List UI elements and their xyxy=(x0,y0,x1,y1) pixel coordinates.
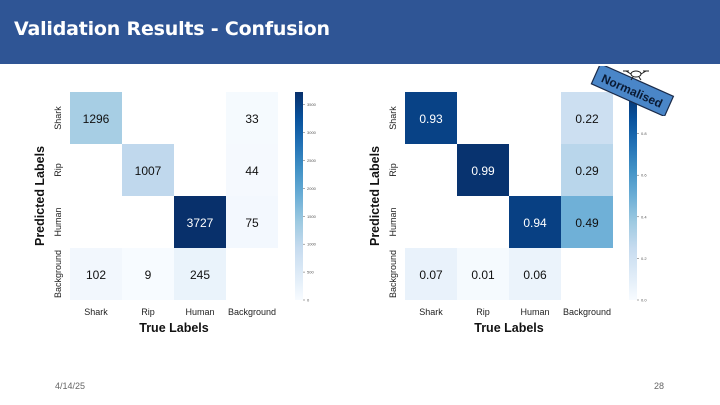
colorbar xyxy=(629,92,637,300)
heatmap-cell xyxy=(70,144,122,196)
colorbar-tick-label: 0 xyxy=(307,298,310,303)
x-tick-label: Rip xyxy=(141,307,155,317)
cell-value-label: 1007 xyxy=(135,164,162,178)
heatmap-cell xyxy=(405,248,457,300)
heatmap-cell xyxy=(70,92,122,144)
colorbar-tick-label: 0.0 xyxy=(641,298,647,303)
heatmap-cell xyxy=(122,92,174,144)
y-tick-label: Shark xyxy=(388,106,398,130)
heatmap-cell xyxy=(174,196,226,248)
slide-title: Validation Results - Confusion xyxy=(14,18,330,40)
colorbar xyxy=(295,92,303,300)
heatmap-cell xyxy=(122,196,174,248)
cell-value-label: 0.49 xyxy=(575,216,599,230)
heatmap-cell xyxy=(509,196,561,248)
y-tick-label: Human xyxy=(53,207,63,236)
heatmap-cell xyxy=(226,144,278,196)
colorbar-tick-label: 2000 xyxy=(307,186,317,191)
cell-value-label: 3727 xyxy=(187,216,214,230)
heatmap-cell xyxy=(174,144,226,196)
heatmap-cell xyxy=(457,248,509,300)
heatmap-cell xyxy=(226,196,278,248)
heatmap-cell xyxy=(174,248,226,300)
colorbar-tick-label: 0.8 xyxy=(641,131,647,136)
x-axis-title: True Labels xyxy=(139,321,209,335)
y-tick-label: Human xyxy=(388,207,398,236)
heatmap-cell xyxy=(561,92,613,144)
heatmap-cell xyxy=(226,248,278,300)
y-axis-title: Predicted Labels xyxy=(33,146,47,246)
x-tick-label: Human xyxy=(520,307,549,317)
heatmap-cell xyxy=(226,92,278,144)
x-tick-label: Background xyxy=(563,307,611,317)
colorbar-tick-label: 1000 xyxy=(307,242,317,247)
heatmap-cell xyxy=(70,248,122,300)
cell-value-label: 0.01 xyxy=(471,268,495,282)
cell-value-label: 102 xyxy=(86,268,106,282)
slide-header: Validation Results - Confusion xyxy=(0,0,720,64)
x-tick-label: Shark xyxy=(84,307,108,317)
cell-value-label: 0.29 xyxy=(575,164,599,178)
confusion-matrix-counts: 1296 33 1007 44 3727 75 102 9 245 Shark Rip Human Ba… xyxy=(33,92,317,335)
slide-date: 4/14/25 xyxy=(55,381,86,391)
heatmap-cell xyxy=(561,196,613,248)
heatmap-cell xyxy=(405,144,457,196)
heatmap-cell xyxy=(561,248,613,300)
colorbar-tick-label: 500 xyxy=(307,270,314,275)
heatmap-cell xyxy=(509,92,561,144)
y-tick-label: Rip xyxy=(388,163,398,177)
drone-icon xyxy=(623,70,649,81)
cell-value-label: 1296 xyxy=(83,112,110,126)
cell-value-label: 9 xyxy=(145,268,152,282)
heatmap-cell xyxy=(405,196,457,248)
cell-value-label: 44 xyxy=(245,164,259,178)
slide-page-number: 28 xyxy=(654,381,665,391)
x-tick-label: Human xyxy=(185,307,214,317)
heatmap-cell xyxy=(509,144,561,196)
colorbar-tick-label: 3500 xyxy=(307,102,317,107)
y-axis-title: Predicted Labels xyxy=(368,146,382,246)
heatmap-cell xyxy=(70,196,122,248)
x-tick-label: Background xyxy=(228,307,276,317)
cell-value-label: 0.06 xyxy=(523,268,547,282)
heatmap-cell xyxy=(457,92,509,144)
cell-value-label: 75 xyxy=(245,216,259,230)
normalised-badge: Normalised xyxy=(590,66,675,116)
x-tick-label: Rip xyxy=(476,307,490,317)
colorbar-tick-label: 0.2 xyxy=(641,256,647,261)
colorbar-tick-label: 3000 xyxy=(307,130,317,135)
y-tick-label: Background xyxy=(53,250,63,298)
y-tick-label: Rip xyxy=(53,163,63,177)
colorbar-tick-label: 0.4 xyxy=(641,214,647,219)
cell-value-label: 245 xyxy=(190,268,210,282)
confusion-matrix-normalised: 0.93 0.22 0.99 0.29 0.94 0.49 0.07 0.01 0.06 Shar… xyxy=(368,92,647,335)
cell-value-label: 0.22 xyxy=(575,112,599,126)
cell-value-label: 0.99 xyxy=(471,164,495,178)
heatmap-cell xyxy=(405,92,457,144)
colorbar-tick-label: 0.6 xyxy=(641,173,647,178)
heatmap-cell xyxy=(561,144,613,196)
cell-value-label: 33 xyxy=(245,112,259,126)
y-tick-label: Shark xyxy=(53,106,63,130)
heatmap-cell xyxy=(122,248,174,300)
colorbar-tick-label: 2500 xyxy=(307,158,317,163)
x-axis-title: True Labels xyxy=(474,321,544,335)
heatmap-cell xyxy=(457,144,509,196)
cell-value-label: 0.94 xyxy=(523,216,547,230)
x-tick-label: Shark xyxy=(419,307,443,317)
y-tick-label: Background xyxy=(388,250,398,298)
heatmap-cell xyxy=(457,196,509,248)
heatmap-cell xyxy=(509,248,561,300)
colorbar-tick-label: 1500 xyxy=(307,214,317,219)
cell-value-label: 0.07 xyxy=(419,268,443,282)
heatmap-cell xyxy=(122,144,174,196)
heatmap-cell xyxy=(174,92,226,144)
cell-value-label: 0.93 xyxy=(419,112,443,126)
